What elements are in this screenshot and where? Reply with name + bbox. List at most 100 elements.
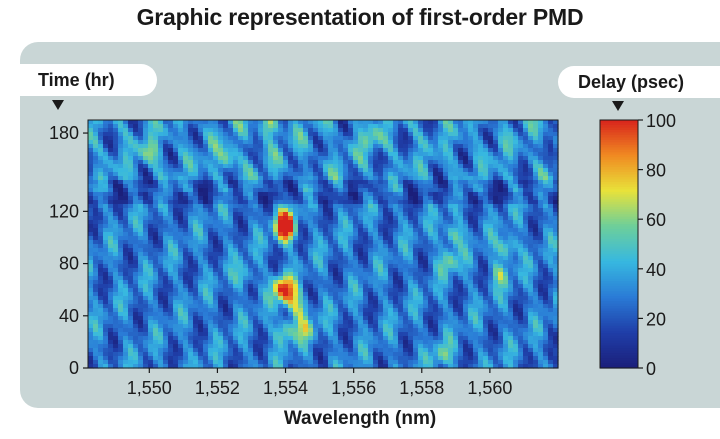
heatmap-cell [358, 324, 364, 329]
heatmap-cell [453, 272, 459, 277]
heatmap-cell [508, 260, 514, 265]
heatmap-cell [343, 248, 349, 253]
heatmap-cell [228, 296, 234, 301]
heatmap-cell [213, 320, 219, 325]
heatmap-cell [198, 148, 204, 153]
heatmap-cell [483, 320, 489, 325]
heatmap-cell [493, 268, 499, 273]
heatmap-cell [263, 280, 269, 285]
heatmap-cell [278, 128, 284, 133]
heatmap-cell [178, 236, 184, 241]
heatmap-cell [193, 292, 199, 297]
heatmap-cell [253, 156, 259, 161]
heatmap-cell [343, 284, 349, 289]
heatmap-cell [533, 268, 539, 273]
heatmap-cell [113, 284, 119, 289]
heatmap-cell [188, 328, 194, 333]
heatmap-cell [158, 256, 164, 261]
heatmap-cell [503, 312, 509, 317]
heatmap-cell [328, 324, 334, 329]
heatmap-cell [98, 316, 104, 321]
heatmap-cell [398, 328, 404, 333]
heatmap-cell [423, 212, 429, 217]
heatmap-cell [508, 156, 514, 161]
heatmap-cell [438, 132, 444, 137]
heatmap-cell [533, 124, 539, 129]
heatmap-cell [138, 208, 144, 213]
heatmap-cell [268, 324, 274, 329]
heatmap-cell [338, 240, 344, 245]
heatmap-cell [168, 236, 174, 241]
heatmap-cell [348, 280, 354, 285]
heatmap-cell [88, 184, 94, 189]
heatmap-cell [198, 132, 204, 137]
heatmap-cell [293, 292, 299, 297]
heatmap-cell [188, 248, 194, 253]
heatmap-cell [303, 176, 309, 181]
heatmap-cell [218, 216, 224, 221]
heatmap-cell [548, 256, 554, 261]
heatmap-cell [388, 328, 394, 333]
heatmap-cell [483, 128, 489, 133]
heatmap-cell [298, 160, 304, 165]
heatmap-cell [433, 328, 439, 333]
heatmap-cell [533, 148, 539, 153]
heatmap-cell [288, 284, 294, 289]
heatmap-cell [468, 216, 474, 221]
heatmap-cell [333, 224, 339, 229]
heatmap-cell [428, 128, 434, 133]
heatmap-cell [323, 224, 329, 229]
heatmap-cell [533, 228, 539, 233]
heatmap-cell [413, 220, 419, 225]
heatmap-cell [433, 216, 439, 221]
heatmap-cell [333, 256, 339, 261]
heatmap-cell [428, 160, 434, 165]
heatmap-cell [378, 184, 384, 189]
heatmap-cell [243, 240, 249, 245]
heatmap-cell [518, 124, 524, 129]
heatmap-cell [523, 320, 529, 325]
heatmap-cell [208, 192, 214, 197]
heatmap-cell [188, 324, 194, 329]
heatmap-cell [258, 204, 264, 209]
heatmap-cell [218, 316, 224, 321]
heatmap-cell [523, 284, 529, 289]
heatmap-cell [223, 260, 229, 265]
heatmap-cell [323, 164, 329, 169]
heatmap-cell [543, 164, 549, 169]
heatmap-cell [518, 256, 524, 261]
heatmap-cell [523, 232, 529, 237]
heatmap-cell [528, 180, 534, 185]
heatmap-cell [173, 156, 179, 161]
heatmap-cell [408, 204, 414, 209]
heatmap-cell [153, 192, 159, 197]
heatmap-cell [533, 132, 539, 137]
heatmap-cell [373, 192, 379, 197]
heatmap-cell [403, 328, 409, 333]
heatmap-cell [418, 188, 424, 193]
heatmap-cell [373, 188, 379, 193]
heatmap-cell [123, 296, 129, 301]
heatmap-cell [343, 132, 349, 137]
heatmap-cell [173, 288, 179, 293]
heatmap-cell [208, 216, 214, 221]
heatmap-cell [523, 260, 529, 265]
heatmap-cell [353, 280, 359, 285]
heatmap-cell [528, 304, 534, 309]
heatmap-cell [238, 176, 244, 181]
heatmap-cell [103, 124, 109, 129]
heatmap-cell [398, 244, 404, 249]
heatmap-cell [338, 300, 344, 305]
heatmap-cell [298, 280, 304, 285]
heatmap-cell [188, 288, 194, 293]
heatmap-cell [103, 120, 109, 125]
heatmap-cell [313, 296, 319, 301]
heatmap-cell [403, 132, 409, 137]
heatmap-cell [113, 184, 119, 189]
heatmap-cell [153, 212, 159, 217]
heatmap-cell [383, 264, 389, 269]
heatmap-cell [203, 184, 209, 189]
heatmap-cell [438, 224, 444, 229]
heatmap-cell [398, 216, 404, 221]
heatmap-cell [493, 204, 499, 209]
